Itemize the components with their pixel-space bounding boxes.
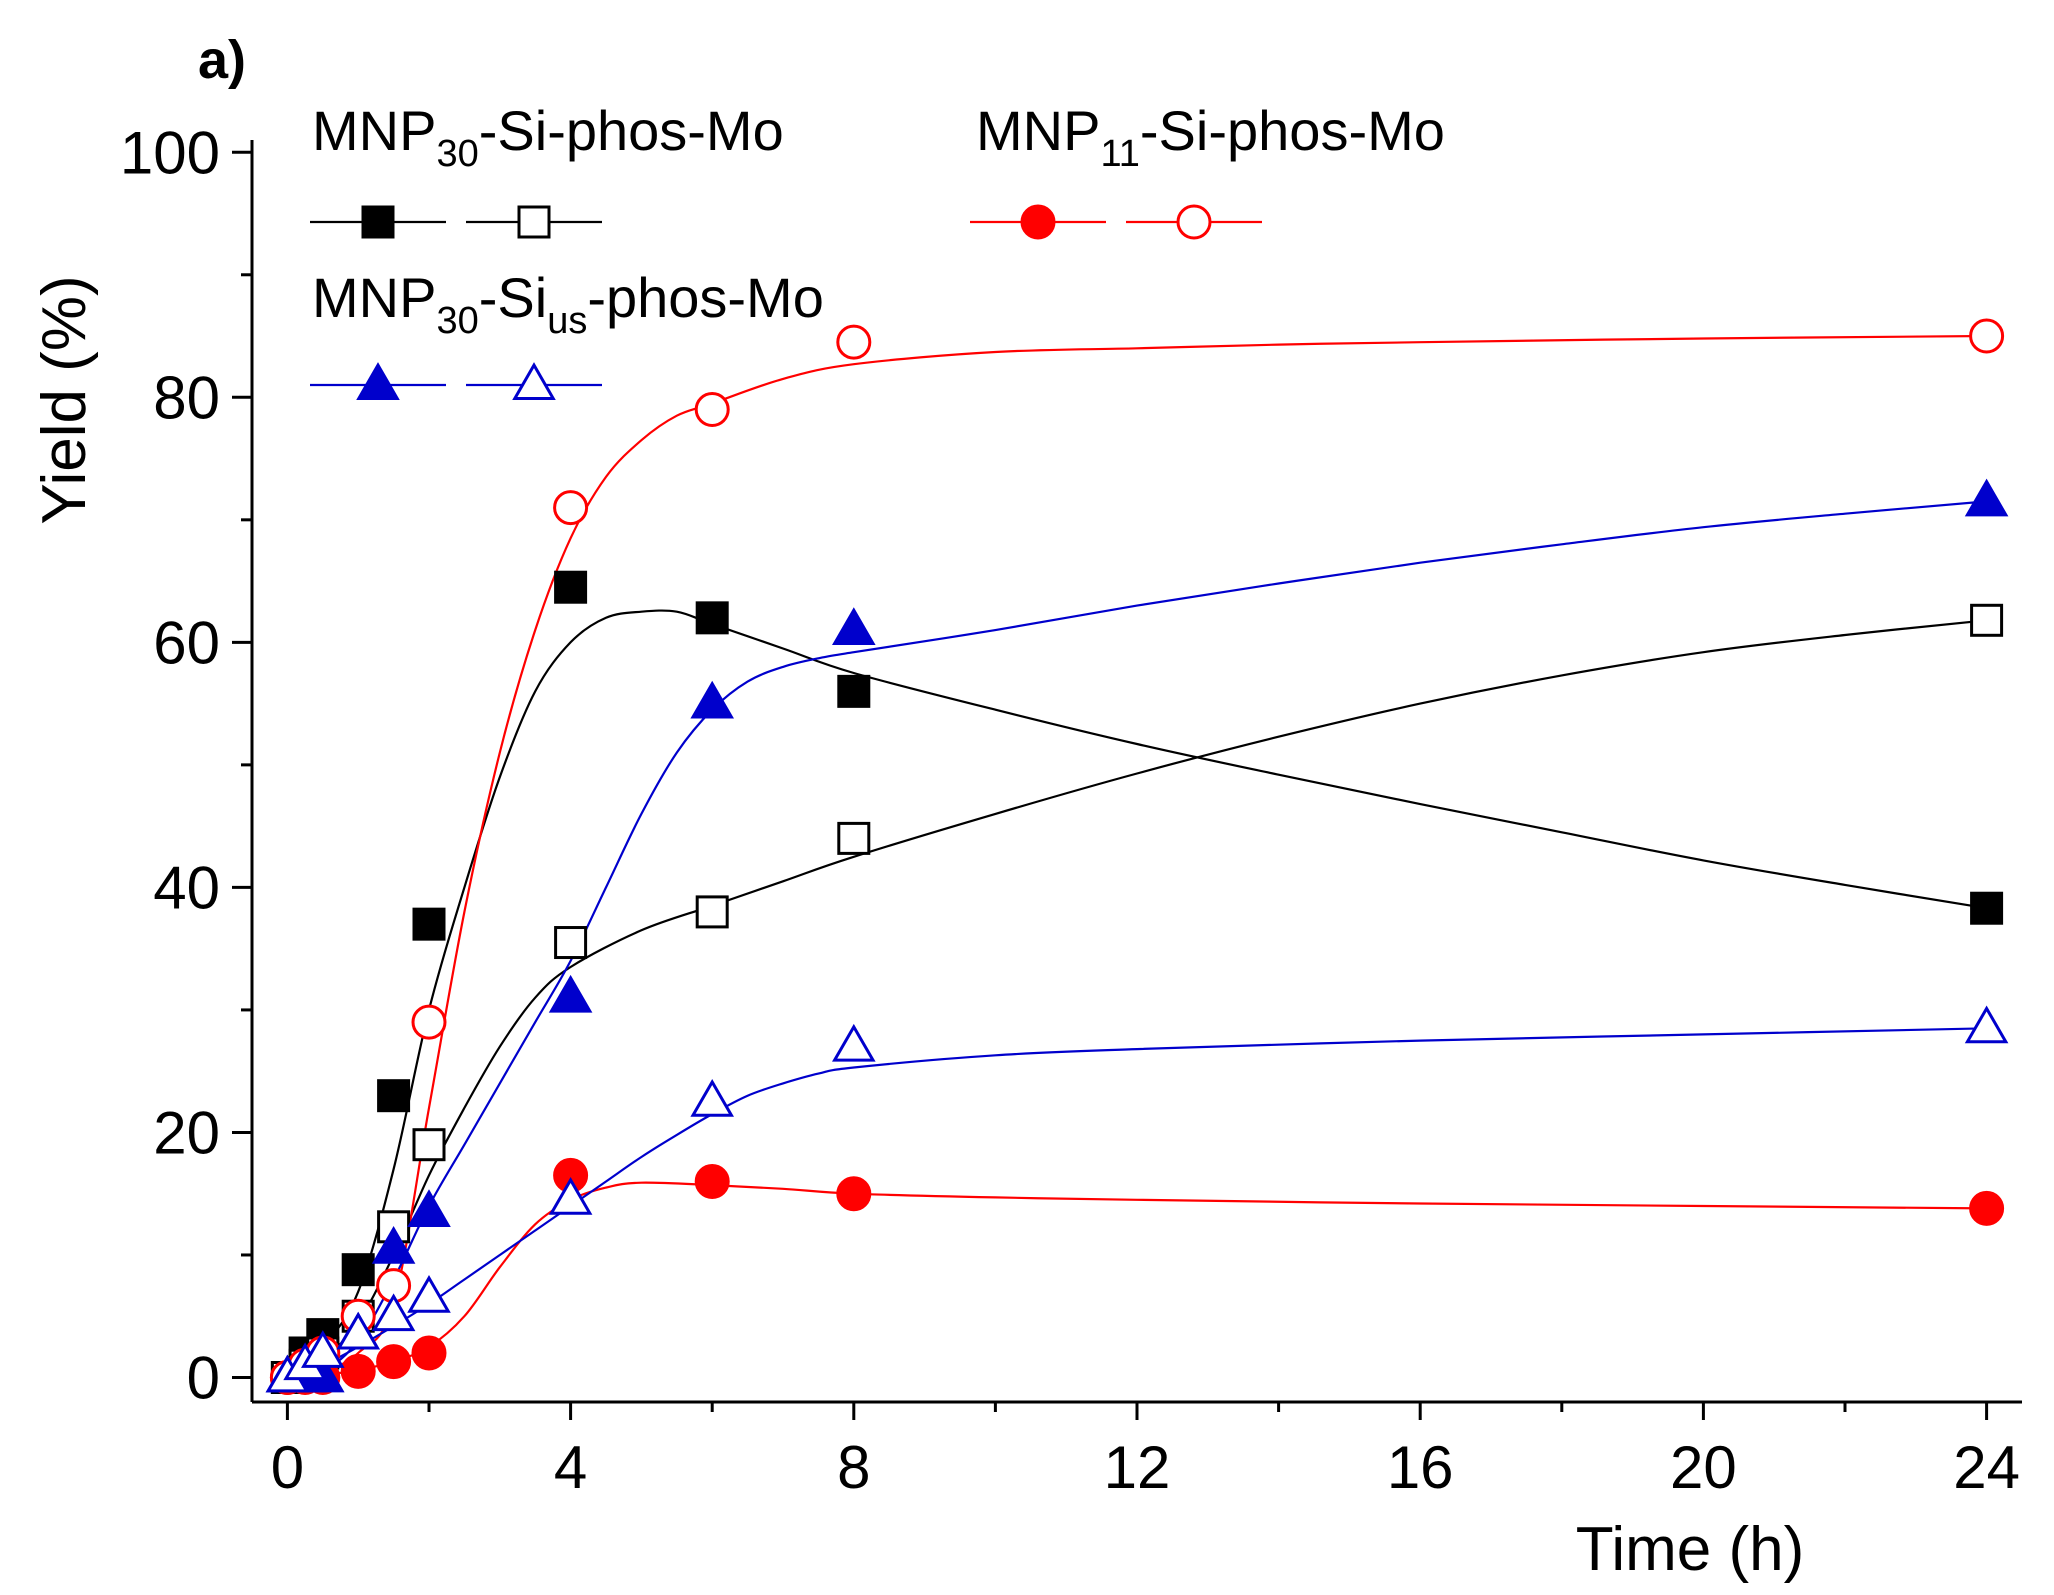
x-axis-title: Time (h) xyxy=(1576,1515,1804,1584)
point-series-1 xyxy=(837,821,871,855)
fit-curve-series-3 xyxy=(287,334,1987,1379)
point-series-0 xyxy=(695,601,729,635)
legend-text-part: -phos-Mo xyxy=(1208,99,1445,162)
x-tick-label: 0 xyxy=(271,1434,304,1501)
plot-frame xyxy=(250,140,2022,1404)
panel-label: a) xyxy=(198,30,246,90)
fit-curve-series-1 xyxy=(286,619,1987,1379)
point-series-2 xyxy=(694,1163,730,1199)
legend-text-part: MNP xyxy=(976,99,1100,162)
legend-text-part: -phos-Mo xyxy=(547,99,784,162)
y-tick-label: 40 xyxy=(153,854,220,921)
x-tick-label: 24 xyxy=(1953,1434,2020,1501)
point-series-2 xyxy=(1969,1190,2005,1226)
point-series-5 xyxy=(1964,1005,2009,1044)
point-series-4 xyxy=(548,974,593,1013)
y-tick-label: 80 xyxy=(153,364,220,431)
point-series-1 xyxy=(1970,603,2004,637)
x-tick-label: 4 xyxy=(554,1434,587,1501)
point-series-0 xyxy=(341,1253,375,1287)
legend-subscript: 30 xyxy=(436,133,478,175)
point-series-5 xyxy=(690,1078,734,1117)
legend-marker-open-1 xyxy=(1176,204,1212,240)
point-series-4 xyxy=(1964,478,2009,517)
legend-text-part: -Si xyxy=(1140,99,1208,162)
point-series-5 xyxy=(336,1311,380,1350)
point-series-4 xyxy=(832,607,876,646)
fit-curve-series-5 xyxy=(287,1027,1987,1379)
point-series-1 xyxy=(554,926,588,960)
x-axis-ticks: 0 4 8 12 16 20 24 xyxy=(271,1402,2020,1501)
point-series-3 xyxy=(553,490,589,526)
y-axis-ticks: 0 20 40 60 80 100 xyxy=(120,119,252,1411)
point-series-2 xyxy=(340,1353,376,1389)
point-series-1 xyxy=(695,895,729,929)
legend-text-part: MNP xyxy=(312,266,436,329)
legend-text-part: -Si xyxy=(479,99,547,162)
point-series-5 xyxy=(407,1275,451,1313)
legend-marker-filled-1 xyxy=(1020,204,1056,240)
point-series-4 xyxy=(690,680,734,719)
legend-text-part: MNP xyxy=(312,99,436,162)
fit-curve-series-0 xyxy=(286,609,1987,1379)
point-series-5 xyxy=(371,1293,416,1332)
y-tick-label: 0 xyxy=(187,1344,220,1411)
point-series-2 xyxy=(376,1344,412,1380)
x-tick-label: 12 xyxy=(1104,1434,1171,1501)
y-tick-label: 60 xyxy=(153,609,220,676)
point-series-0 xyxy=(837,674,871,708)
legend-text-part: -Si xyxy=(479,266,547,329)
point-series-4 xyxy=(407,1189,451,1228)
legend-label-2: MNP30-Sius-phos-Mo xyxy=(312,266,824,342)
legend-marker-filled-0 xyxy=(361,205,395,239)
y-tick-label: 20 xyxy=(153,1099,220,1166)
point-series-5 xyxy=(301,1330,345,1368)
point-series-0 xyxy=(1970,891,2004,925)
point-series-5 xyxy=(832,1023,876,1062)
point-series-0 xyxy=(554,570,588,604)
y-tick-label: 100 xyxy=(120,119,220,186)
point-series-3 xyxy=(694,392,730,428)
legend-marker-open-0 xyxy=(517,205,551,239)
point-series-4 xyxy=(371,1226,416,1264)
y-axis-title: Yield (%) xyxy=(30,275,99,524)
fit-curves xyxy=(286,334,1987,1379)
fit-curve-series-2 xyxy=(287,1181,1987,1379)
point-series-3 xyxy=(1969,318,2005,354)
fit-curve-series-4 xyxy=(287,500,1987,1379)
legend-text-part: -phos-Mo xyxy=(587,266,824,329)
legend-marker-open-2 xyxy=(512,362,556,400)
x-tick-label: 20 xyxy=(1670,1434,1737,1501)
point-series-5 xyxy=(548,1176,593,1215)
point-series-3 xyxy=(836,324,872,360)
legend-marker-filled-2 xyxy=(356,362,400,400)
x-tick-label: 16 xyxy=(1387,1434,1454,1501)
legend-label-0: MNP30-Si-phos-Mo xyxy=(312,99,784,175)
legend-subscript: us xyxy=(547,300,587,342)
legend: MNP30-Si-phos-Mo MNP11-Si-phos-MoMNP30-Si… xyxy=(310,99,1445,400)
point-series-0 xyxy=(377,1079,411,1113)
legend-subscript: 30 xyxy=(436,300,478,342)
data-points xyxy=(265,318,2009,1395)
point-series-2 xyxy=(411,1335,447,1371)
point-series-2 xyxy=(836,1176,872,1212)
point-series-0 xyxy=(412,907,446,941)
x-tick-label: 8 xyxy=(837,1434,870,1501)
legend-subscript: 11 xyxy=(1100,133,1139,175)
legend-label-1: MNP11-Si-phos-Mo xyxy=(976,99,1445,175)
point-series-1 xyxy=(412,1128,446,1162)
point-series-3 xyxy=(411,1004,447,1040)
